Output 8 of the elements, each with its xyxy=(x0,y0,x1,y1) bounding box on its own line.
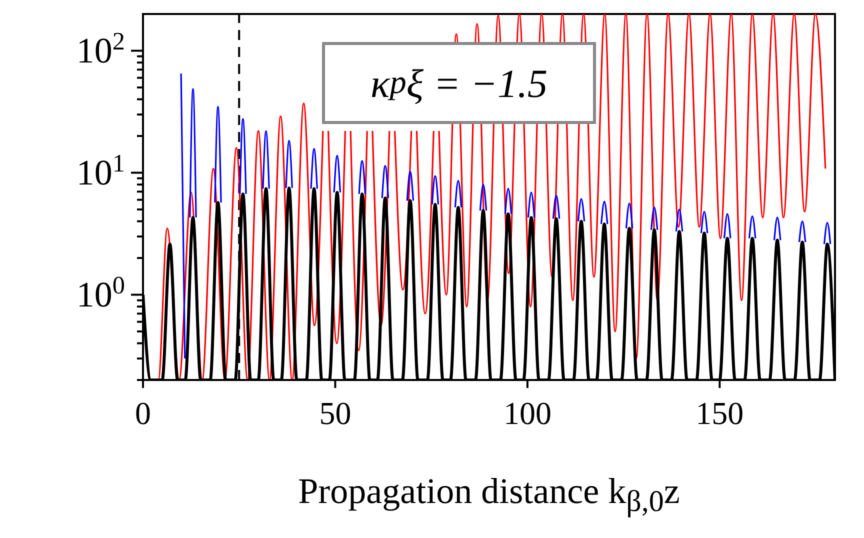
y-tick-label: 10$^{2}$ xyxy=(76,28,125,71)
x-tick-label: 150 xyxy=(696,395,744,431)
x-tick-label: 0 xyxy=(135,395,151,431)
x-axis-title: Propagation distance k$_{β,0}$z xyxy=(297,470,681,520)
y-tick-label: 10$^{0}$ xyxy=(76,272,125,315)
x-tick-label: 50 xyxy=(319,395,352,431)
x-tick-label: 100 xyxy=(503,395,552,431)
y-tick-label: 10$^{1}$ xyxy=(76,150,125,193)
